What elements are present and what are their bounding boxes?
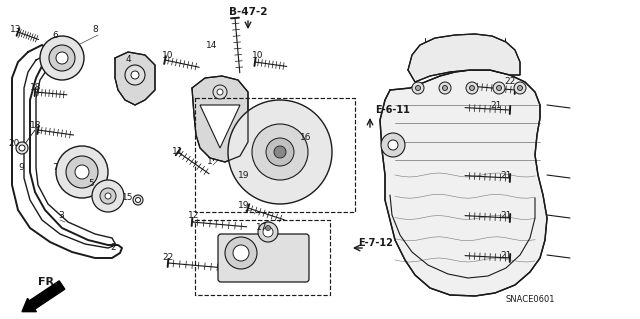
Text: 10: 10 — [252, 50, 264, 60]
Circle shape — [493, 82, 505, 94]
FancyBboxPatch shape — [218, 234, 309, 282]
Text: 21: 21 — [500, 211, 511, 219]
Circle shape — [265, 225, 271, 231]
Text: 12: 12 — [188, 211, 200, 220]
Circle shape — [100, 188, 116, 204]
Text: 22: 22 — [504, 78, 515, 86]
Text: 18: 18 — [30, 121, 42, 130]
Circle shape — [258, 222, 278, 242]
Circle shape — [49, 45, 75, 71]
Circle shape — [16, 142, 28, 154]
Text: 2: 2 — [110, 243, 116, 253]
Circle shape — [225, 237, 257, 269]
Text: 16: 16 — [300, 133, 312, 143]
Circle shape — [466, 82, 478, 94]
Text: 14: 14 — [206, 41, 218, 49]
Polygon shape — [115, 52, 155, 105]
Text: E-6-11: E-6-11 — [375, 105, 410, 115]
Text: FR.: FR. — [38, 277, 58, 287]
Text: 18: 18 — [30, 84, 42, 93]
Circle shape — [19, 145, 25, 151]
Polygon shape — [200, 105, 240, 148]
Circle shape — [105, 193, 111, 199]
Circle shape — [40, 36, 84, 80]
Circle shape — [442, 85, 447, 91]
Text: SNACE0601: SNACE0601 — [505, 294, 555, 303]
Circle shape — [518, 85, 522, 91]
Circle shape — [412, 82, 424, 94]
Circle shape — [233, 245, 249, 261]
Polygon shape — [192, 76, 248, 162]
Circle shape — [56, 146, 108, 198]
Text: 1: 1 — [207, 158, 213, 167]
Text: 9: 9 — [18, 164, 24, 173]
Circle shape — [252, 124, 308, 180]
Circle shape — [133, 195, 143, 205]
Circle shape — [263, 227, 273, 237]
Text: 22: 22 — [162, 254, 173, 263]
Text: 5: 5 — [88, 179, 93, 188]
Circle shape — [56, 52, 68, 64]
Text: 6: 6 — [52, 31, 58, 40]
Circle shape — [266, 138, 294, 166]
Circle shape — [415, 85, 420, 91]
Circle shape — [213, 85, 227, 99]
Text: 7: 7 — [52, 164, 58, 173]
Polygon shape — [380, 70, 547, 296]
Text: 13: 13 — [10, 26, 22, 34]
Circle shape — [228, 100, 332, 204]
Circle shape — [388, 140, 398, 150]
Text: 21: 21 — [500, 250, 511, 259]
Text: 21: 21 — [490, 100, 501, 109]
Circle shape — [92, 180, 124, 212]
Circle shape — [497, 85, 502, 91]
Circle shape — [307, 139, 313, 145]
Circle shape — [75, 165, 89, 179]
Text: 19: 19 — [238, 172, 250, 181]
FancyArrow shape — [22, 281, 65, 312]
Circle shape — [262, 222, 274, 234]
Text: 4: 4 — [125, 56, 131, 64]
Text: 15: 15 — [122, 194, 134, 203]
Circle shape — [381, 133, 405, 157]
Circle shape — [125, 65, 145, 85]
Text: 11: 11 — [172, 147, 184, 157]
Circle shape — [470, 85, 474, 91]
Text: 21: 21 — [500, 170, 511, 180]
Circle shape — [217, 89, 223, 95]
Text: 19: 19 — [238, 202, 250, 211]
Text: 20: 20 — [8, 138, 19, 147]
Circle shape — [274, 146, 286, 158]
Circle shape — [303, 135, 317, 149]
Circle shape — [439, 82, 451, 94]
Polygon shape — [408, 34, 520, 82]
Text: 17: 17 — [256, 224, 268, 233]
Text: B-47-2: B-47-2 — [228, 7, 268, 17]
Circle shape — [136, 197, 141, 203]
Text: 10: 10 — [163, 50, 173, 60]
Text: E-7-12: E-7-12 — [358, 238, 393, 248]
Circle shape — [131, 71, 139, 79]
Circle shape — [266, 226, 271, 231]
Text: 8: 8 — [92, 26, 98, 34]
Text: 3: 3 — [58, 211, 64, 219]
Circle shape — [66, 156, 98, 188]
Circle shape — [514, 82, 526, 94]
